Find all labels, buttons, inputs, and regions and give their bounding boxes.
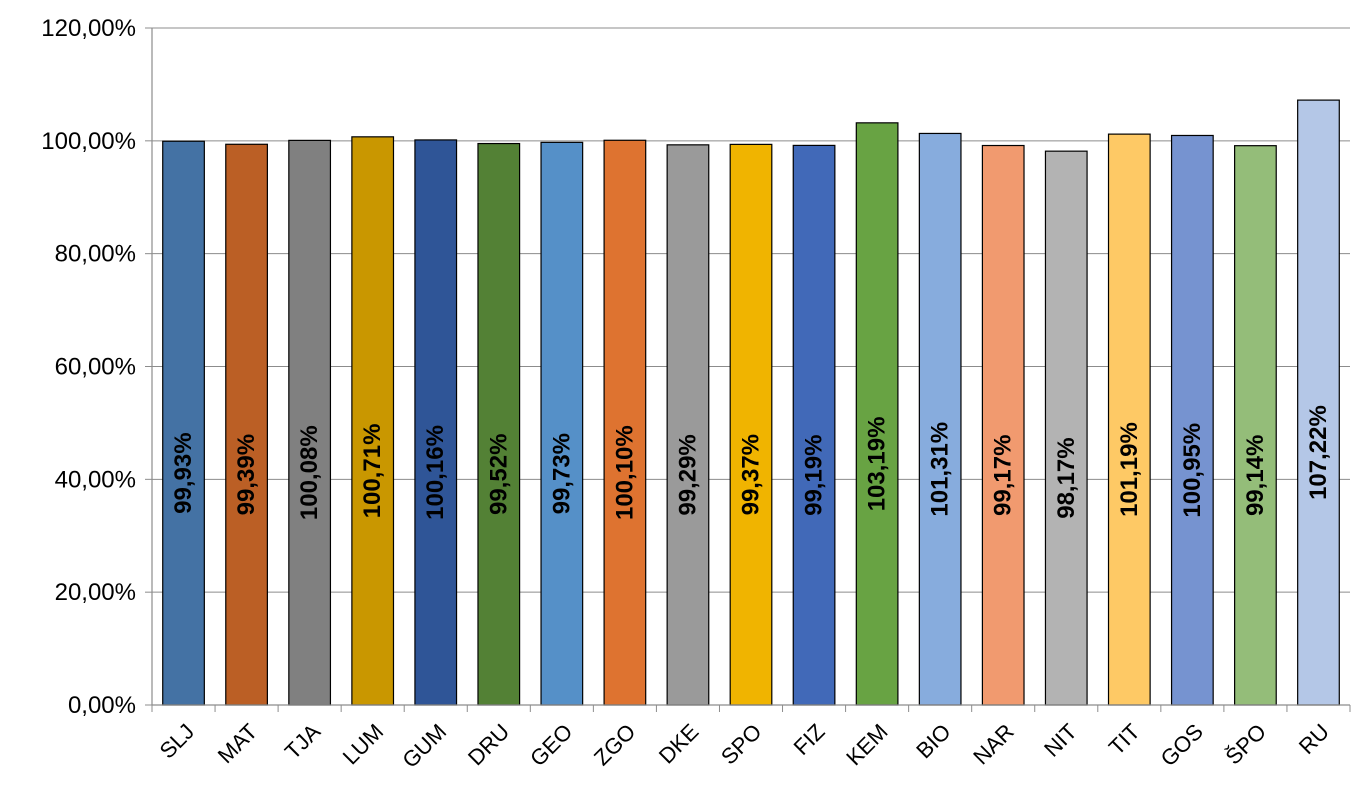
data-label: 100,10% (611, 425, 638, 520)
y-tick-label: 60,00% (55, 354, 136, 381)
y-tick-label: 0,00% (68, 692, 136, 719)
category-label: GOS (1156, 719, 1208, 771)
data-label: 99,93% (170, 432, 197, 513)
bar (666, 144, 710, 706)
data-label: 99,39% (233, 434, 260, 515)
bar (414, 139, 458, 706)
bar (1297, 99, 1340, 706)
category-label: ŠPO (1220, 719, 1271, 770)
bar (918, 132, 962, 706)
data-label: 101,31% (927, 422, 954, 517)
category-label: NAR (968, 719, 1019, 770)
bar (729, 143, 773, 706)
data-label: 99,17% (990, 435, 1017, 516)
bar (288, 139, 332, 706)
data-label: 99,52% (485, 434, 512, 515)
category-label: SPO (716, 719, 767, 770)
y-tick-label: 80,00% (55, 241, 136, 268)
bar (540, 141, 584, 706)
y-axis-tick-labels: 0,00% 20,00% 40,00% 60,00% 80,00% 100,00% 120,… (41, 15, 136, 719)
y-tick-label: 40,00% (55, 466, 136, 493)
category-label: ZGO (589, 719, 640, 770)
data-label: 99,14% (1242, 435, 1269, 516)
bar (1107, 133, 1151, 706)
bar (162, 140, 205, 706)
category-label: GEO (525, 719, 577, 771)
bar (855, 122, 899, 706)
category-label: SLJ (155, 719, 199, 763)
data-label: 101,19% (1116, 422, 1143, 517)
data-label: 107,22% (1305, 405, 1332, 500)
bar (1044, 150, 1088, 706)
data-label: 99,29% (674, 434, 701, 515)
category-label: GUM (397, 719, 451, 773)
category-label: TJA (280, 719, 326, 765)
category-labels: SLJ MAT TJA LUM GUM DRU GEO ZGO DKE SPO FIZ KEM BIO N… (155, 719, 1334, 773)
category-label: KEM (841, 719, 892, 770)
data-label: 100,95% (1179, 423, 1206, 518)
bar (351, 136, 395, 706)
bar (1170, 134, 1214, 706)
category-label: BIO (911, 719, 955, 763)
bar (981, 144, 1025, 706)
bar (603, 139, 647, 706)
bar (225, 143, 268, 706)
data-label: 103,19% (864, 417, 891, 512)
bar (792, 144, 836, 706)
y-tick-label: 20,00% (55, 579, 136, 606)
data-label: 99,37% (738, 434, 765, 515)
y-tick-label: 120,00% (41, 15, 136, 42)
category-label: DKE (654, 719, 704, 769)
category-label: FIZ (789, 719, 830, 760)
category-label: LUM (338, 719, 389, 770)
category-label: TIT (1104, 719, 1145, 760)
data-label: 100,16% (422, 425, 449, 520)
category-label: RU (1294, 719, 1334, 759)
category-label: MAT (213, 719, 262, 768)
data-label: 98,17% (1053, 437, 1080, 518)
data-label: 99,73% (548, 433, 575, 514)
data-label: 99,19% (801, 434, 828, 515)
bar (477, 142, 521, 706)
data-label: 100,08% (296, 425, 323, 520)
axes (151, 28, 1350, 706)
category-label: NIT (1039, 719, 1082, 762)
bar (1234, 145, 1277, 706)
data-labels: 99,93% 99,39% 100,08% 100,71% 100,16% 99,52% 9… (170, 405, 1332, 520)
y-tick-label: 100,00% (41, 128, 136, 155)
bars (162, 99, 1340, 706)
category-label: DRU (463, 719, 514, 770)
data-label: 100,71% (359, 424, 386, 519)
